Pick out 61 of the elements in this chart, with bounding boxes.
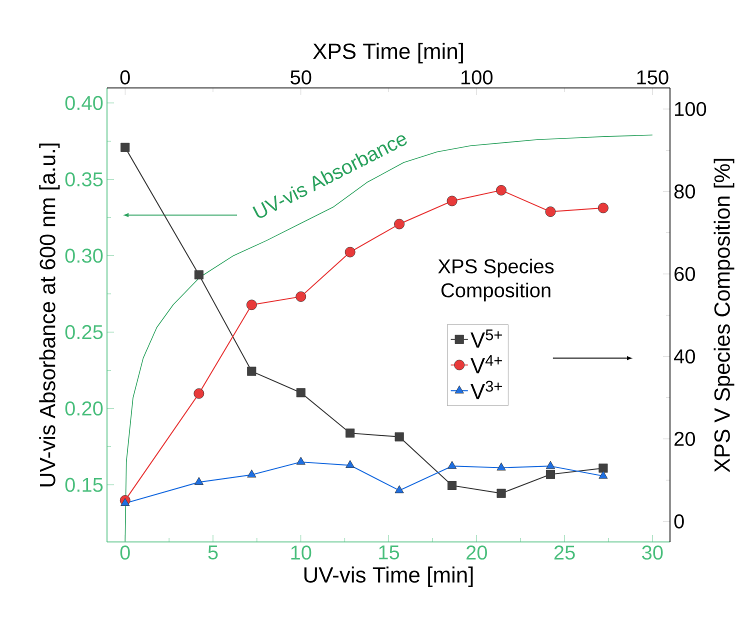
point bbox=[247, 470, 256, 478]
point bbox=[447, 480, 457, 490]
point bbox=[598, 470, 608, 479]
y2-tick-label: 20 bbox=[674, 432, 695, 446]
y-tick-label: 0.35 bbox=[65, 172, 103, 186]
point bbox=[598, 464, 608, 473]
point bbox=[194, 388, 204, 399]
y2-tick-label: 60 bbox=[674, 266, 695, 282]
point bbox=[120, 498, 130, 506]
point bbox=[446, 196, 458, 206]
legend-label: V$^{5+}$ bbox=[470, 330, 502, 348]
point bbox=[546, 470, 556, 479]
point bbox=[346, 428, 355, 438]
point bbox=[496, 462, 506, 471]
point bbox=[346, 460, 355, 468]
point bbox=[394, 432, 404, 442]
point bbox=[496, 488, 506, 498]
y-tick-label: 0.15 bbox=[65, 478, 103, 492]
y2-tick-label: 0 bbox=[674, 514, 684, 528]
point bbox=[447, 460, 457, 469]
y-tick-label: 0.25 bbox=[65, 325, 103, 340]
legend-label: V$^{3+}$ bbox=[470, 380, 502, 400]
point bbox=[296, 291, 306, 302]
point bbox=[246, 300, 257, 310]
x-tick-label: 10 bbox=[291, 546, 312, 560]
legend-title: XPS Species Composition bbox=[438, 258, 554, 302]
point bbox=[344, 246, 356, 258]
point bbox=[545, 206, 556, 217]
point bbox=[394, 218, 405, 230]
point bbox=[247, 366, 256, 376]
y-tick-label: 0.40 bbox=[65, 96, 103, 110]
y-axis-title: UV-vis Absorbance at 600 nm [a.u.] bbox=[39, 144, 60, 486]
x-tick-label: 30 bbox=[642, 546, 663, 560]
x2-tick-label: 150 bbox=[637, 70, 668, 84]
x2-axis-title: XPS Time [min] bbox=[313, 42, 463, 64]
point bbox=[598, 202, 608, 214]
point bbox=[296, 388, 306, 398]
x-tick-label: 20 bbox=[466, 546, 487, 560]
point bbox=[194, 270, 204, 280]
point bbox=[120, 142, 130, 152]
y2-axis-title: XPS V Species Composition [%] bbox=[714, 158, 734, 472]
x-tick-label: 0 bbox=[120, 546, 130, 560]
x2-tick-label: 100 bbox=[461, 70, 493, 84]
line-series bbox=[124, 134, 653, 542]
y2-tick-label: 40 bbox=[674, 349, 695, 364]
x2-tick-label: 0 bbox=[120, 70, 130, 84]
legend-label: V$^{4+}$ bbox=[470, 355, 502, 374]
x-tick-label: 25 bbox=[554, 546, 575, 560]
y-tick-label: 0.30 bbox=[65, 248, 103, 263]
y2-tick-label: 100 bbox=[675, 102, 706, 116]
x-tick-label: 15 bbox=[379, 546, 400, 560]
point bbox=[394, 485, 404, 494]
x2-tick-label: 50 bbox=[290, 70, 312, 84]
point bbox=[546, 460, 556, 469]
y-tick-label: 0.20 bbox=[65, 401, 103, 416]
x-axis-title: UV-vis Time [min] bbox=[304, 566, 473, 588]
point bbox=[496, 185, 507, 196]
point bbox=[296, 456, 306, 465]
x-tick-label: 5 bbox=[208, 546, 218, 560]
point bbox=[194, 476, 204, 485]
y2-tick-label: 80 bbox=[674, 184, 695, 199]
